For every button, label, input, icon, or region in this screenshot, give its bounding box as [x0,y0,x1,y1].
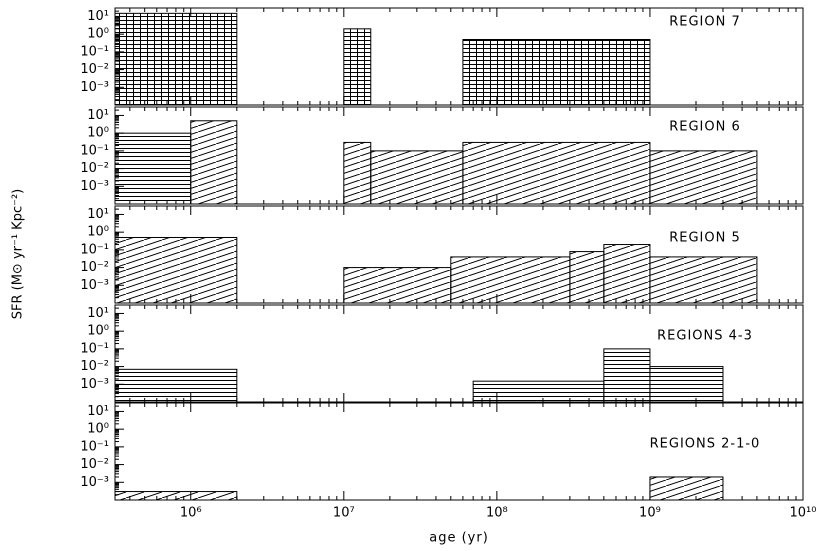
y-tick-label: 10¹ [87,306,109,321]
bar [343,267,452,304]
bar [649,476,724,501]
bar [472,380,605,403]
y-tick-label: 10⁻¹ [80,341,109,356]
panel-title: REGIONS 4-3 [657,329,753,344]
bar [649,256,758,304]
y-tick-label: 10⁰ [87,324,109,339]
panel-frame [114,106,804,205]
y-tick-label: 10⁻³ [80,475,109,490]
bar [343,28,372,106]
y-axis-label: SFR (M⊙ yr⁻¹ Kpc⁻²) [11,189,26,320]
y-tick-label: 10⁻¹ [80,242,109,257]
bar [114,368,238,403]
panel-frame [114,205,804,304]
panel-title: REGION 7 [669,15,741,30]
x-tick-label: 10¹⁰ [790,506,817,521]
y-tick-label: 10⁻² [80,161,109,176]
bar [649,366,724,403]
x-axis-label: age (yr) [429,531,489,546]
y-tick-label: 10⁰ [87,225,109,240]
bar [450,256,571,304]
bar [343,141,372,205]
bar [603,348,651,403]
bar [114,236,238,304]
x-tick-label: 10⁹ [639,506,661,521]
bar [649,150,758,205]
y-tick-label: 10¹ [87,404,109,419]
y-tick-label: 10⁻³ [80,278,109,293]
bar [370,150,464,205]
y-tick-label: 10⁰ [87,126,109,141]
bar [190,120,238,205]
x-tick-label: 10⁶ [180,506,202,521]
bar [569,251,605,304]
x-tick-label: 10⁸ [486,506,508,521]
panel-frame [114,402,804,501]
y-tick-label: 10⁻¹ [80,143,109,158]
bar [462,38,651,106]
y-tick-label: 10⁻¹ [80,439,109,454]
bar [462,141,651,205]
bar [114,12,238,106]
y-tick-label: 10¹ [87,207,109,222]
bar [114,132,192,205]
y-tick-label: 10⁻² [80,260,109,275]
panel-title: REGION 6 [669,120,741,135]
panel-title: REGIONS 2-1-0 [650,437,761,452]
panel-frame [114,7,804,106]
y-tick-label: 10⁻³ [80,179,109,194]
bar [603,244,651,304]
y-tick-label: 10⁻² [80,359,109,374]
y-tick-label: 10⁻³ [80,377,109,392]
panel-frame [114,304,804,403]
y-tick-label: 10¹ [87,9,109,24]
y-tick-label: 10⁰ [87,27,109,42]
y-tick-label: 10¹ [87,108,109,123]
y-tick-label: 10⁰ [87,422,109,437]
x-tick-label: 10⁷ [333,506,355,521]
panel-title: REGION 5 [669,231,741,246]
y-tick-label: 10⁻² [80,457,109,472]
y-tick-label: 10⁻¹ [80,44,109,59]
y-tick-label: 10⁻² [80,62,109,77]
y-tick-label: 10⁻³ [80,80,109,95]
